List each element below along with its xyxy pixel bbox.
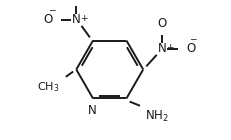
Text: N: N bbox=[87, 104, 96, 117]
Text: +: + bbox=[165, 43, 173, 52]
Text: NH$_2$: NH$_2$ bbox=[145, 109, 168, 124]
Text: O: O bbox=[43, 13, 52, 26]
Text: −: − bbox=[48, 5, 56, 14]
Text: CH$_3$: CH$_3$ bbox=[37, 80, 59, 94]
Text: O: O bbox=[71, 0, 81, 1]
Text: N: N bbox=[72, 13, 80, 26]
Text: N: N bbox=[157, 42, 166, 55]
Text: O: O bbox=[185, 42, 195, 55]
Text: O: O bbox=[157, 17, 166, 30]
Text: −: − bbox=[188, 34, 195, 43]
Text: +: + bbox=[80, 14, 88, 23]
